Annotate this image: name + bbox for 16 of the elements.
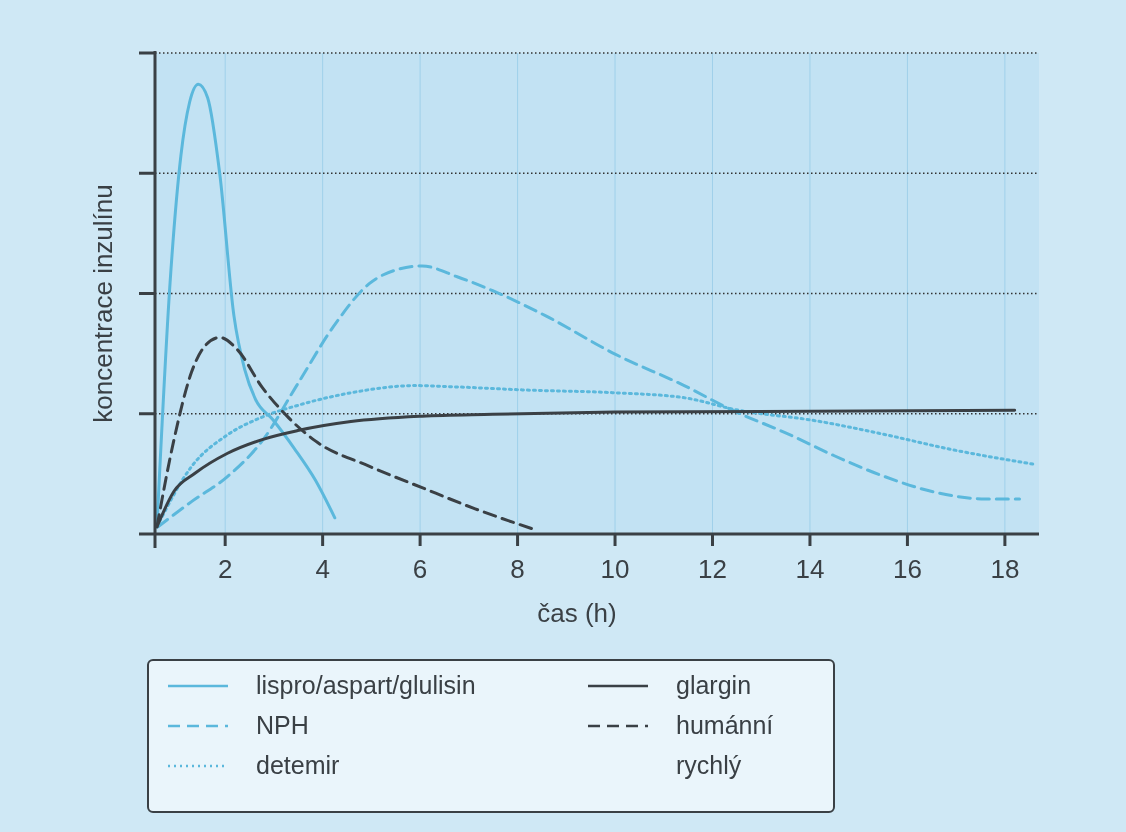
legend-label: NPH [256,711,309,739]
x-tick-label: 4 [315,554,330,584]
x-tick-label: 12 [698,554,727,584]
legend-label: detemir [256,751,340,779]
x-axis-title: čas (h) [537,598,617,628]
x-tick-label: 16 [892,554,922,584]
legend-label: humánní rychlý [676,711,774,779]
legend-label: glargin [676,671,752,699]
x-tick-label: 6 [412,554,428,584]
x-tick-label: 10 [600,554,630,584]
y-axis-title: koncentrace inzulínu [88,184,118,423]
x-tick-label: 8 [510,554,525,584]
x-tick-label: 14 [795,554,825,584]
x-tick-label: 18 [990,554,1020,584]
x-tick-label: 2 [217,554,233,584]
legend-label: lispro/aspart/glulisin [256,671,476,699]
